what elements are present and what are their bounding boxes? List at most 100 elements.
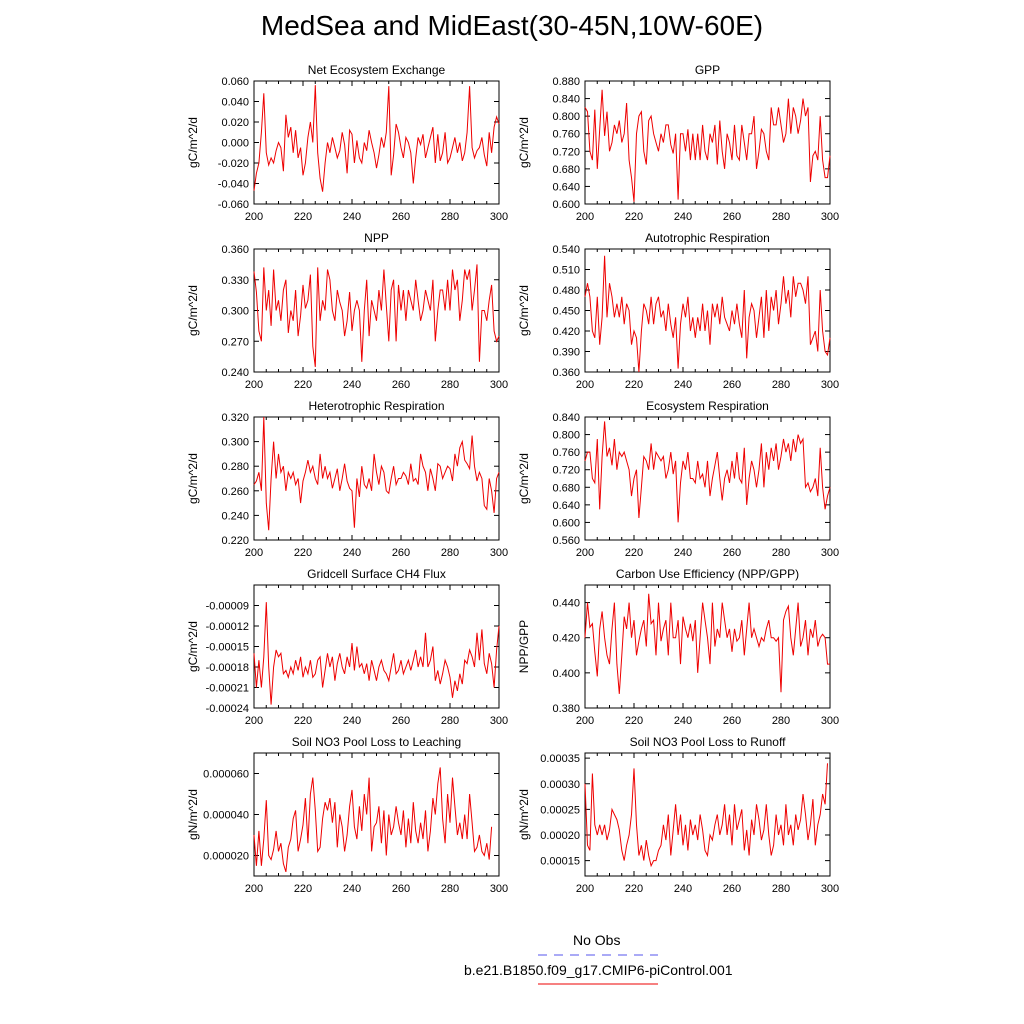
- y-axis-label: gN/m^2/d: [186, 789, 200, 840]
- y-tick-label: -0.00012: [206, 621, 249, 633]
- x-tick-label: 260: [723, 883, 741, 895]
- y-tick-label: 0.400: [552, 668, 580, 680]
- x-tick-label: 220: [294, 715, 312, 727]
- x-tick-label: 300: [490, 211, 508, 223]
- chart-title: Autotrophic Respiration: [645, 231, 770, 245]
- chart-panel-6: Ecosystem Respiration gC/m^2/d 200 220 240 26…: [517, 399, 839, 559]
- y-tick-label: 0.240: [221, 510, 249, 522]
- series-line: [253, 602, 500, 705]
- x-tick-label: 200: [576, 379, 594, 391]
- chart-title: Ecosystem Respiration: [646, 399, 769, 413]
- panels-group: Net Ecosystem Exchange gC/m^2/d 200 220 240 2…: [186, 63, 839, 895]
- x-tick-label: 300: [490, 547, 508, 559]
- chart-title: Heterotrophic Respiration: [308, 399, 444, 413]
- x-tick-label: 240: [343, 211, 361, 223]
- plot-frame: [584, 752, 831, 877]
- x-tick-label: 280: [772, 715, 790, 727]
- x-tick-label: 220: [625, 211, 643, 223]
- x-tick-label: 280: [441, 547, 459, 559]
- x-tick-label: 260: [392, 547, 410, 559]
- chart-title: Carbon Use Efficiency (NPP/GPP): [616, 567, 799, 581]
- x-tick-label: 220: [294, 547, 312, 559]
- y-tick-label: 0.040: [221, 97, 249, 109]
- x-tick-label: 300: [821, 211, 839, 223]
- x-tick-label: 280: [441, 883, 459, 895]
- y-tick-label: -0.040: [218, 179, 249, 191]
- y-tick-label: 0.240: [221, 367, 249, 379]
- y-tick-label: 0.300: [221, 437, 249, 449]
- y-tick-label: 0.510: [552, 265, 580, 277]
- y-tick-label: 0.600: [552, 199, 580, 211]
- chart-title: Gridcell Surface CH4 Flux: [307, 567, 446, 581]
- x-tick-label: 280: [772, 211, 790, 223]
- y-tick-label: 0.000: [221, 138, 249, 150]
- x-tick-label: 240: [674, 715, 692, 727]
- y-axis-label: gC/m^2/d: [517, 117, 531, 168]
- x-tick-label: 240: [674, 211, 692, 223]
- series-line: [253, 85, 500, 192]
- chart-panel-8: Carbon Use Efficiency (NPP/GPP) NPP/GPP 20…: [517, 567, 839, 727]
- chart-panel-10: Soil NO3 Pool Loss to Runoff gN/m^2/d 200 2…: [517, 735, 839, 895]
- y-tick-label: 0.320: [221, 412, 249, 424]
- x-tick-label: 200: [245, 883, 263, 895]
- y-tick-label: 0.640: [552, 500, 580, 512]
- y-tick-label: 0.480: [552, 285, 580, 297]
- x-tick-label: 200: [576, 211, 594, 223]
- chart-panel-4: Autotrophic Respiration gC/m^2/d 200 220 240…: [517, 231, 839, 391]
- chart-title: Soil NO3 Pool Loss to Runoff: [630, 735, 787, 749]
- x-tick-label: 300: [821, 547, 839, 559]
- x-tick-label: 260: [392, 883, 410, 895]
- y-tick-label: 0.020: [221, 117, 249, 129]
- y-tick-label: 0.680: [552, 482, 580, 494]
- y-tick-label: 0.800: [552, 111, 580, 123]
- x-tick-label: 200: [576, 547, 594, 559]
- y-tick-label: -0.00021: [206, 683, 249, 695]
- chart-panel-7: Gridcell Surface CH4 Flux gC/m^2/d 200 220 2…: [186, 567, 508, 727]
- y-axis-label: gC/m^2/d: [186, 453, 200, 504]
- y-tick-label: -0.00009: [206, 601, 249, 613]
- x-tick-label: 220: [294, 379, 312, 391]
- series-line: [584, 255, 831, 373]
- y-tick-label: 0.420: [552, 326, 580, 338]
- y-tick-label: 0.00030: [540, 779, 580, 791]
- x-tick-label: 200: [245, 547, 263, 559]
- y-tick-label: 0.330: [221, 275, 249, 287]
- x-tick-label: 240: [674, 379, 692, 391]
- x-tick-label: 280: [772, 379, 790, 391]
- plot-frame: [584, 584, 831, 709]
- y-tick-label: 0.600: [552, 517, 580, 529]
- y-tick-label: 0.760: [552, 447, 580, 459]
- x-tick-label: 300: [490, 379, 508, 391]
- x-tick-label: 260: [723, 211, 741, 223]
- x-tick-label: 260: [723, 547, 741, 559]
- x-tick-label: 240: [674, 547, 692, 559]
- y-tick-label: 0.720: [552, 465, 580, 477]
- y-tick-label: 0.720: [552, 146, 580, 158]
- x-tick-label: 200: [245, 715, 263, 727]
- y-tick-label: 0.000020: [203, 851, 249, 863]
- y-tick-label: 0.840: [552, 412, 580, 424]
- chart-title: Soil NO3 Pool Loss to Leaching: [292, 735, 461, 749]
- x-tick-label: 280: [772, 547, 790, 559]
- y-tick-label: 0.440: [552, 598, 580, 610]
- y-tick-label: 0.680: [552, 164, 580, 176]
- series-line: [584, 763, 828, 868]
- y-tick-label: 0.000060: [203, 769, 249, 781]
- y-axis-label: gC/m^2/d: [517, 285, 531, 336]
- x-tick-label: 200: [576, 715, 594, 727]
- y-tick-label: 0.00015: [540, 856, 580, 868]
- y-tick-label: 0.00025: [540, 804, 580, 816]
- chart-panel-5: Heterotrophic Respiration gC/m^2/d 200 220 2…: [186, 399, 508, 559]
- y-axis-label: gC/m^2/d: [517, 453, 531, 504]
- legend-model-label: b.e21.B1850.f09_g17.CMIP6-piControl.001: [464, 962, 733, 978]
- x-tick-label: 280: [772, 883, 790, 895]
- chart-panel-2: GPP gC/m^2/d 200 220 240 260 280 300 0.600 0.640 0…: [517, 63, 839, 223]
- y-tick-label: -0.00018: [206, 662, 249, 674]
- y-tick-label: 0.220: [221, 535, 249, 547]
- x-tick-label: 280: [441, 379, 459, 391]
- x-tick-label: 260: [723, 715, 741, 727]
- legend-lines: [538, 954, 658, 985]
- y-tick-label: 0.260: [221, 486, 249, 498]
- x-tick-label: 220: [625, 547, 643, 559]
